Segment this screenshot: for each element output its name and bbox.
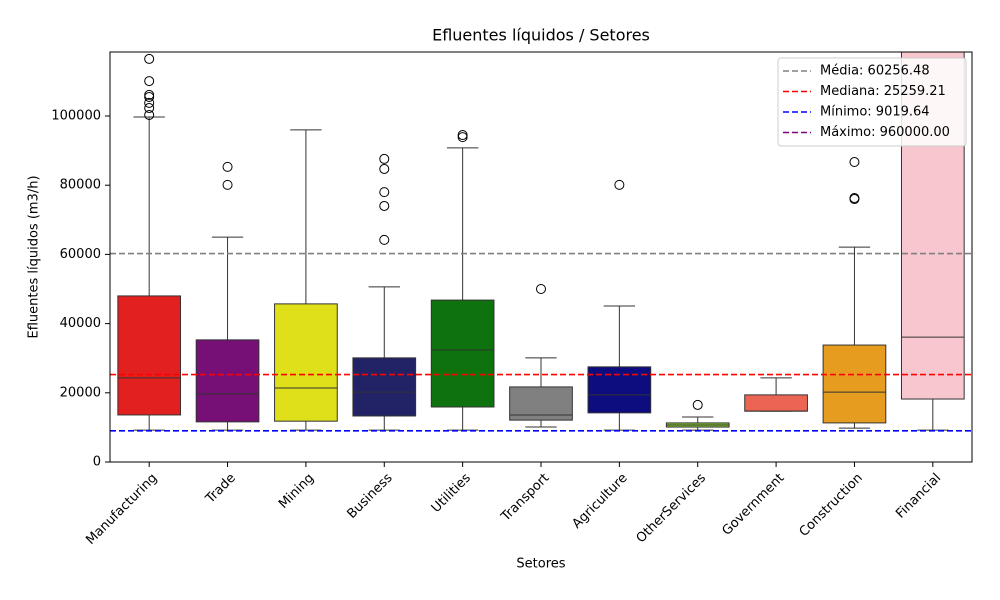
y-tick-label: 40000 bbox=[60, 316, 101, 331]
outlier bbox=[457, 132, 468, 143]
outlier bbox=[222, 161, 233, 172]
outlier bbox=[144, 103, 155, 114]
outlier bbox=[536, 284, 546, 295]
x-tick-label: Business bbox=[344, 471, 395, 522]
box bbox=[430, 299, 495, 408]
y-tick-label: 60000 bbox=[60, 247, 101, 262]
y-axis-label: Efluentes líquidos (m3/h) bbox=[27, 175, 42, 338]
outlier bbox=[692, 399, 703, 410]
legend-label: Mediana: 25259.21 bbox=[820, 84, 946, 99]
x-tick-label: Government bbox=[719, 471, 787, 539]
box bbox=[117, 295, 182, 416]
x-tick-label: Construction bbox=[797, 471, 866, 540]
legend-box bbox=[777, 57, 967, 147]
outlier bbox=[144, 76, 155, 87]
box bbox=[195, 339, 260, 423]
x-tick-label: Agriculture bbox=[570, 471, 631, 532]
outlier bbox=[379, 200, 390, 211]
box bbox=[744, 394, 808, 412]
x-tick-label: Financial bbox=[893, 471, 944, 522]
outlier bbox=[222, 179, 233, 190]
legend-label: Mínimo: 9019.64 bbox=[820, 105, 930, 120]
x-tick-label: OtherServices bbox=[634, 471, 710, 547]
outlier bbox=[457, 130, 468, 141]
legend-label: Média: 60256.48 bbox=[820, 64, 930, 79]
box bbox=[822, 344, 887, 424]
outlier bbox=[614, 179, 625, 190]
outlier bbox=[144, 109, 155, 120]
box bbox=[274, 303, 338, 422]
outlier bbox=[849, 157, 860, 168]
x-tick-label: Mining bbox=[276, 471, 317, 512]
x-axis-label: Setores bbox=[516, 557, 565, 572]
x-tick-label: Trade bbox=[202, 471, 238, 507]
outlier bbox=[379, 234, 390, 245]
x-tick-label: Utilities bbox=[429, 471, 474, 516]
x-tick-label: Transport bbox=[498, 471, 552, 525]
outlier bbox=[144, 53, 155, 64]
y-tick-label: 80000 bbox=[60, 178, 101, 193]
outlier bbox=[379, 163, 390, 174]
box bbox=[587, 366, 652, 414]
chart-title: Efluentes líquidos / Setores bbox=[432, 26, 650, 45]
x-tick-label: Manufacturing bbox=[83, 471, 160, 548]
legend-label: Máximo: 960000.00 bbox=[820, 125, 950, 140]
box bbox=[352, 357, 417, 417]
plot-area bbox=[110, 52, 972, 432]
y-tick-label: 100000 bbox=[51, 109, 101, 124]
outlier bbox=[144, 91, 155, 102]
outlier bbox=[144, 97, 155, 108]
outlier bbox=[379, 187, 390, 198]
y-tick-label: 20000 bbox=[60, 385, 101, 400]
outlier bbox=[849, 194, 860, 205]
outlier bbox=[379, 153, 390, 164]
y-tick-label: 0 bbox=[93, 455, 101, 470]
